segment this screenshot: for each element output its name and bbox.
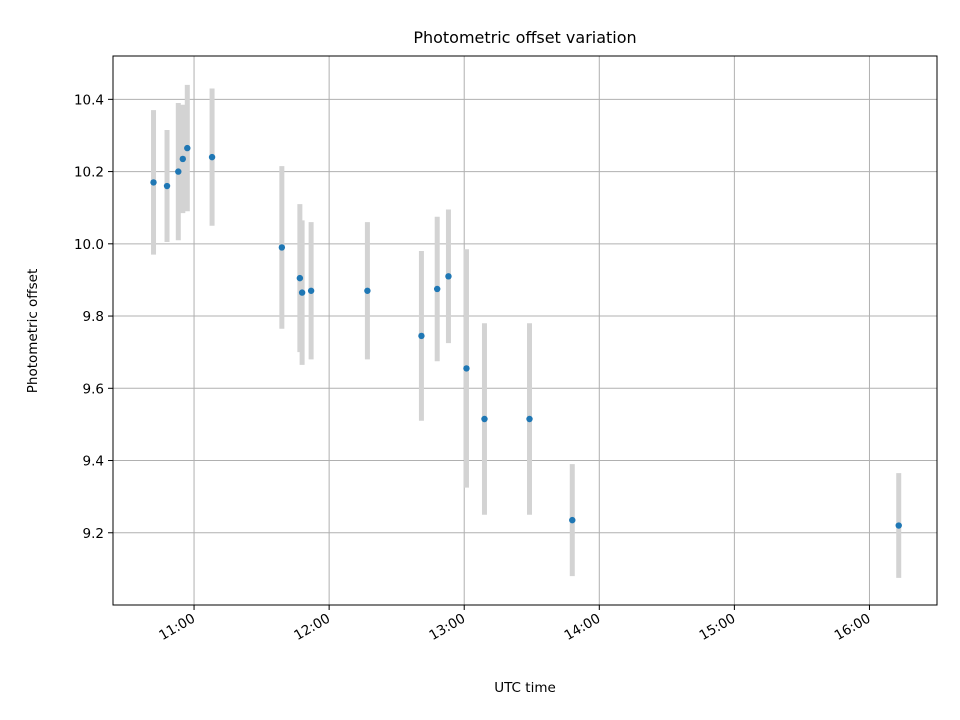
y-tick-label: 9.2	[83, 526, 104, 542]
grid	[113, 56, 937, 605]
data-point	[296, 274, 304, 282]
y-tick-label: 9.4	[83, 454, 104, 470]
data-point	[481, 415, 488, 423]
data-point	[298, 289, 306, 296]
data-point	[307, 287, 315, 294]
y-axis-ticks: 9.2 9.4 9.6 9.8 10.0 10.2 10.4	[74, 92, 113, 542]
x-tick-label: 15:00	[697, 611, 739, 644]
data-point	[433, 285, 441, 293]
data-point	[895, 522, 902, 529]
y-tick-label: 9.6	[83, 381, 104, 397]
data-point	[208, 153, 216, 161]
plot-frame	[112, 55, 938, 606]
error-bars	[151, 84, 902, 578]
x-tick-label: 11:00	[156, 611, 198, 644]
x-tick-label: 14:00	[562, 611, 604, 644]
data-point	[150, 179, 157, 186]
data-point	[175, 168, 182, 175]
y-tick-label: 10.2	[74, 165, 104, 181]
y-axis-label: Photometric offset	[25, 269, 41, 393]
data-point	[569, 516, 576, 524]
x-axis-label: UTC time	[494, 680, 556, 696]
y-tick-label: 10.4	[74, 92, 104, 108]
y-tick-label: 10.0	[74, 237, 104, 253]
data-point	[445, 273, 452, 280]
x-tick-label: 12:00	[291, 611, 333, 644]
data-points	[150, 144, 902, 529]
chart-title: Photometric offset variation	[413, 28, 636, 47]
data-point	[163, 182, 171, 190]
x-axis-ticks: 11:00 12:00 13:00 14:00 15:00 16:00	[156, 605, 873, 644]
x-tick-label: 13:00	[427, 611, 469, 644]
data-point	[526, 415, 533, 423]
data-point	[184, 144, 191, 152]
data-point	[418, 332, 425, 340]
data-point	[364, 287, 371, 294]
x-tick-label: 16:00	[832, 611, 874, 644]
y-tick-label: 9.8	[83, 309, 104, 325]
data-point	[463, 365, 470, 372]
data-point	[179, 155, 186, 163]
data-point	[278, 244, 286, 251]
